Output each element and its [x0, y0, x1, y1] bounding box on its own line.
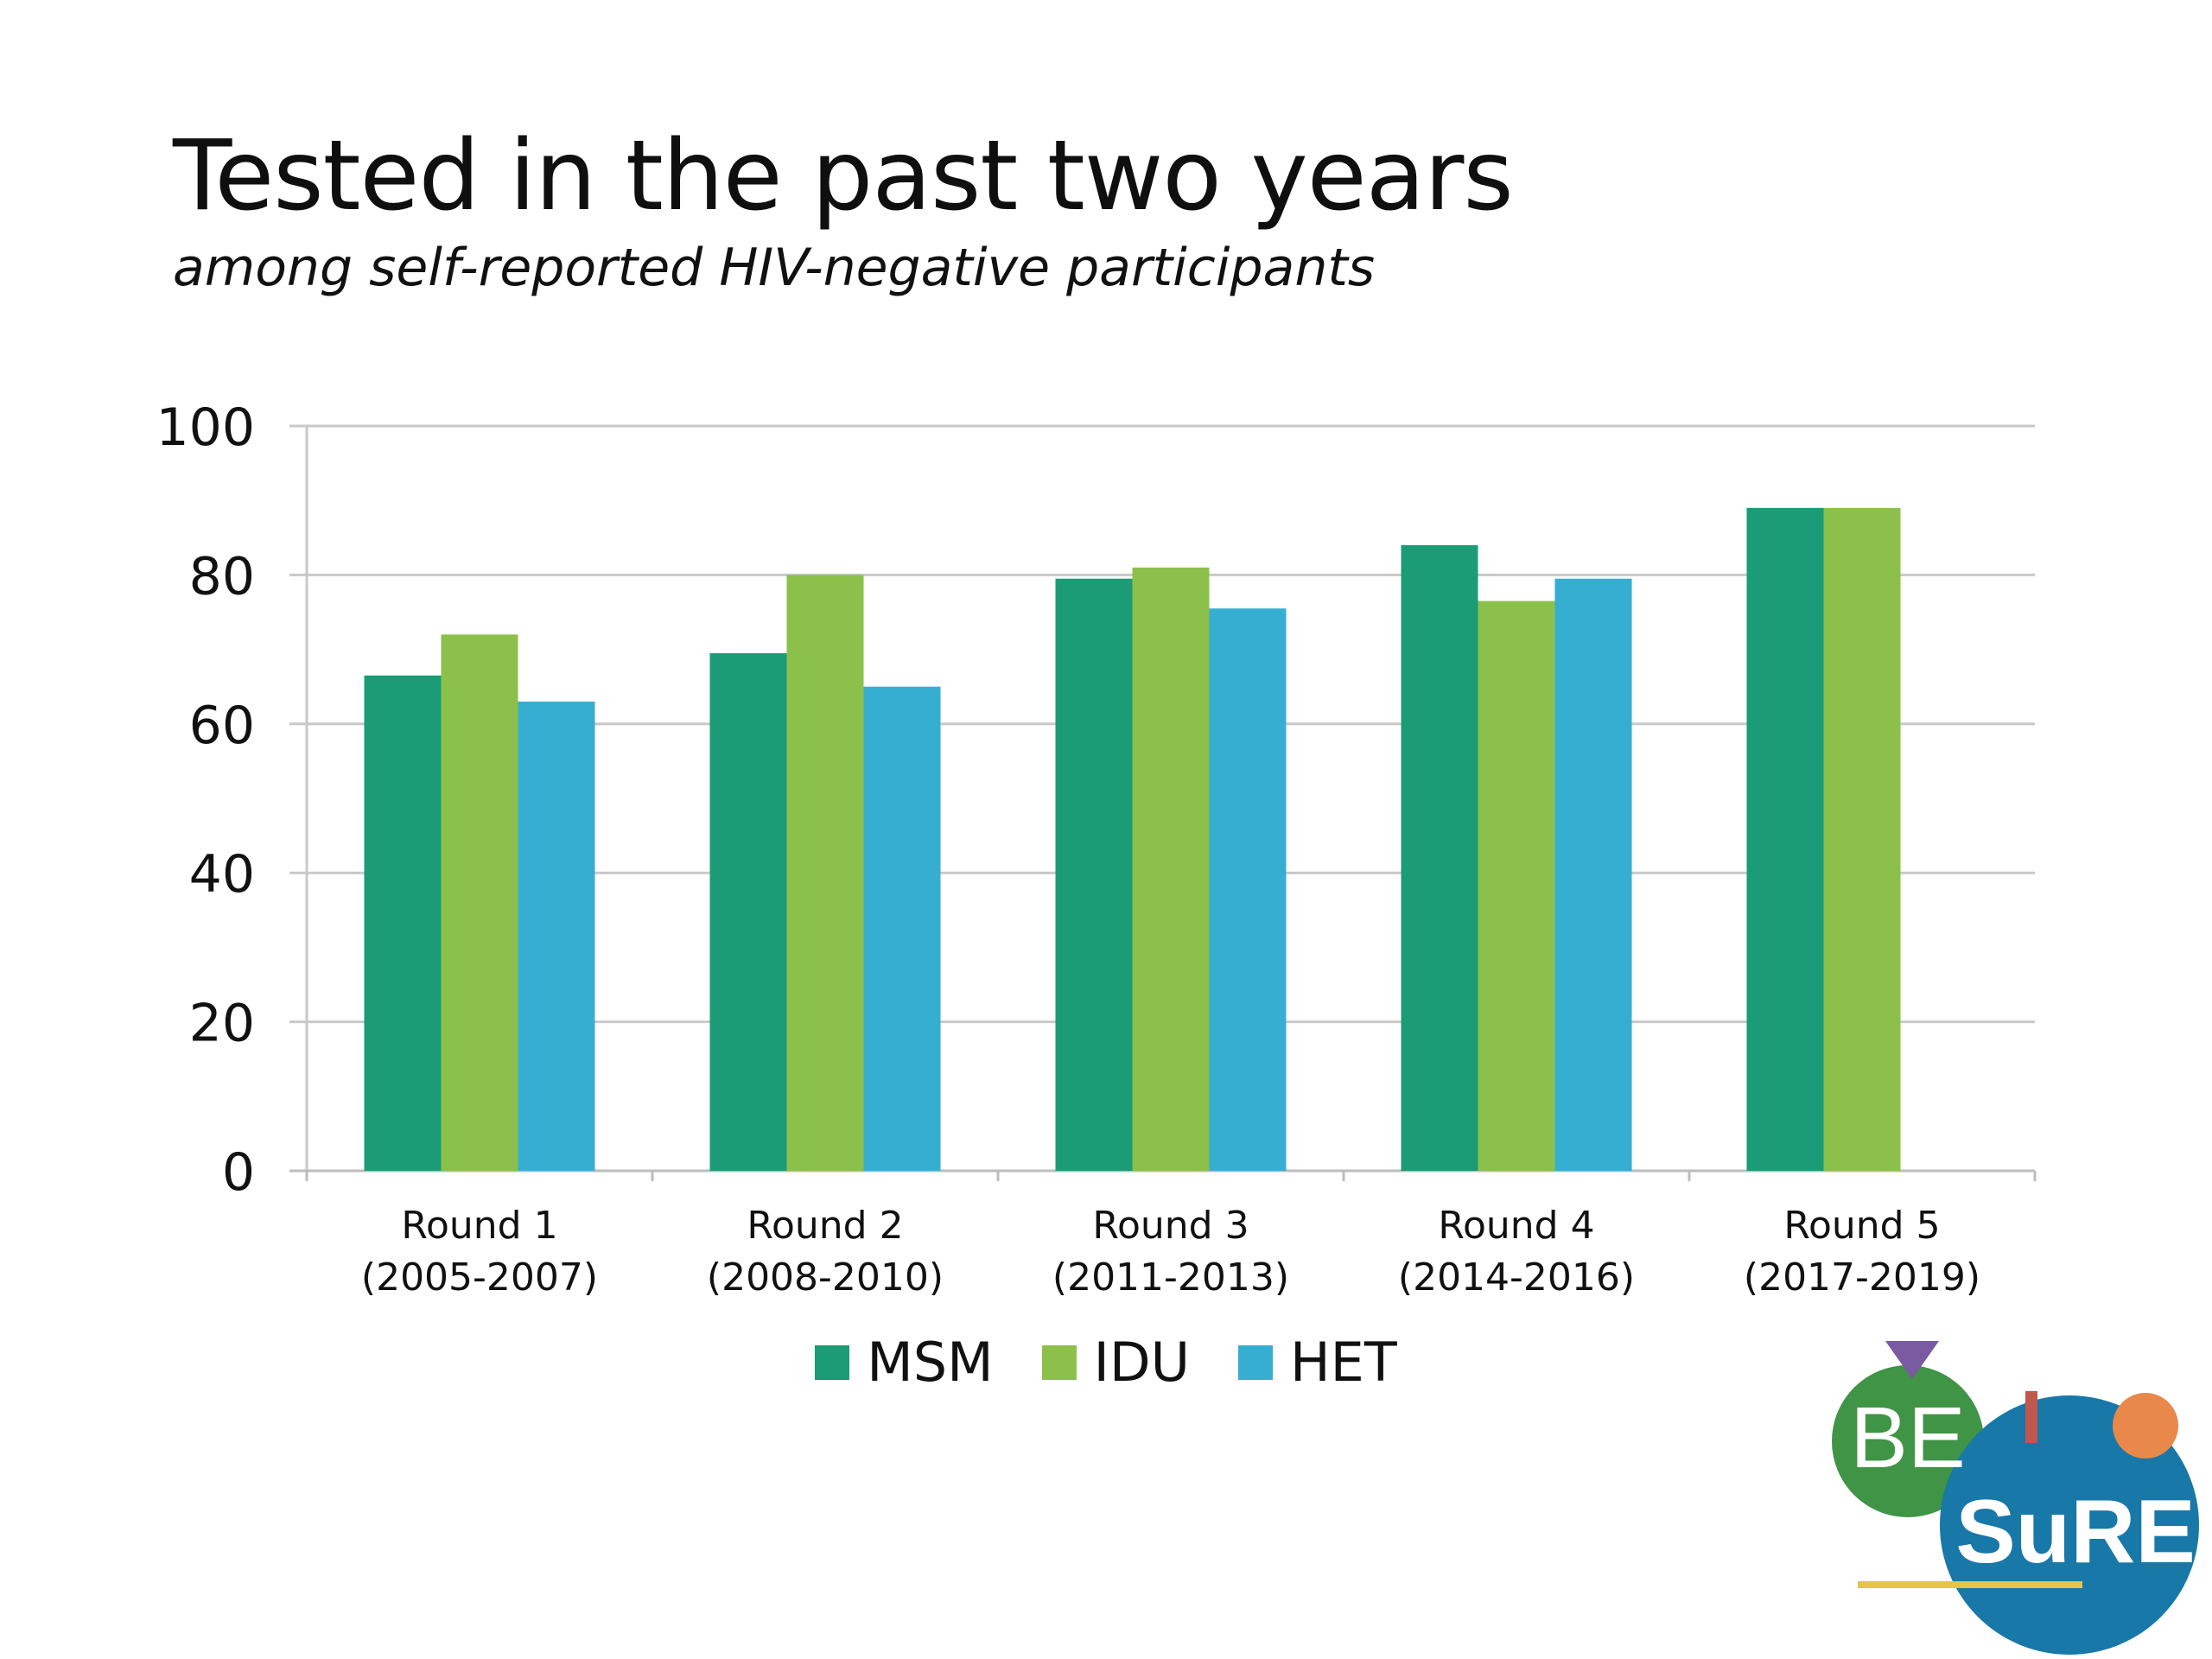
y-tick-label-60: 60: [189, 696, 255, 756]
y-tick-label-40: 40: [189, 844, 255, 905]
y-tick-label-100: 100: [156, 397, 255, 458]
bar-msm-round-4: [1401, 544, 1478, 1171]
logo-text-sure: SuRE: [1955, 1482, 2195, 1582]
x-tick-label-round-4-line-1: Round 4: [1438, 1204, 1594, 1248]
chart-legend: MSM IDU HET: [0, 1331, 2212, 1394]
bar-het-round-3: [1209, 608, 1287, 1171]
x-tick-label-round-2-line-2: (2008-2010): [707, 1255, 944, 1300]
bar-het-round-2: [863, 686, 941, 1171]
x-tick-label-round-5-line-2: (2017-2019): [1744, 1255, 1980, 1300]
bar-idu-round-2: [786, 575, 864, 1171]
bar-msm-round-3: [1055, 578, 1133, 1171]
x-tick-label-round-4-line-2: (2014-2016): [1398, 1255, 1635, 1300]
legend-label-het: HET: [1290, 1331, 1397, 1394]
legend-swatch-het: [1238, 1344, 1274, 1380]
bar-msm-round-2: [709, 652, 787, 1171]
y-tick-label-80: 80: [189, 546, 255, 607]
bar-msm-round-1: [364, 675, 442, 1171]
bar-idu-round-1: [441, 634, 518, 1171]
x-tick-label-round-3-line-2: (2011-2013): [1052, 1255, 1289, 1300]
bar-het-round-1: [518, 701, 595, 1171]
x-tick-label-round-3-line-1: Round 3: [1092, 1204, 1249, 1248]
bar-msm-round-5: [1746, 507, 1824, 1171]
bar-idu-round-3: [1132, 567, 1210, 1171]
x-tick-label-round-1-line-2: (2005-2007): [361, 1255, 598, 1300]
legend-item-het: HET: [1238, 1331, 1397, 1394]
logo-text-be: BE: [1850, 1389, 1965, 1486]
page-title: Tested in the past two years: [173, 120, 1514, 232]
legend-item-idu: IDU: [1041, 1331, 1191, 1394]
page-subtitle: among self-reported HIV-negative partici…: [173, 238, 1376, 298]
legend-label-msm: MSM: [867, 1331, 994, 1394]
legend-label-idu: IDU: [1093, 1331, 1191, 1394]
bar-idu-round-4: [1478, 601, 1555, 1171]
y-tick-label-20: 20: [189, 994, 255, 1054]
x-tick-label-round-1-line-1: Round 1: [401, 1204, 557, 1248]
bar-het-round-4: [1554, 578, 1632, 1171]
bar-idu-round-5: [1823, 507, 1901, 1171]
besure-logo: BE SuRE: [1832, 1341, 2199, 1655]
x-tick-label-round-5-line-1: Round 5: [1783, 1204, 1940, 1248]
y-tick-label-0: 0: [222, 1142, 255, 1203]
legend-item-msm: MSM: [815, 1331, 994, 1394]
legend-swatch-idu: [1041, 1344, 1077, 1380]
x-tick-label-round-2-line-1: Round 2: [747, 1204, 903, 1248]
legend-swatch-msm: [815, 1344, 850, 1380]
